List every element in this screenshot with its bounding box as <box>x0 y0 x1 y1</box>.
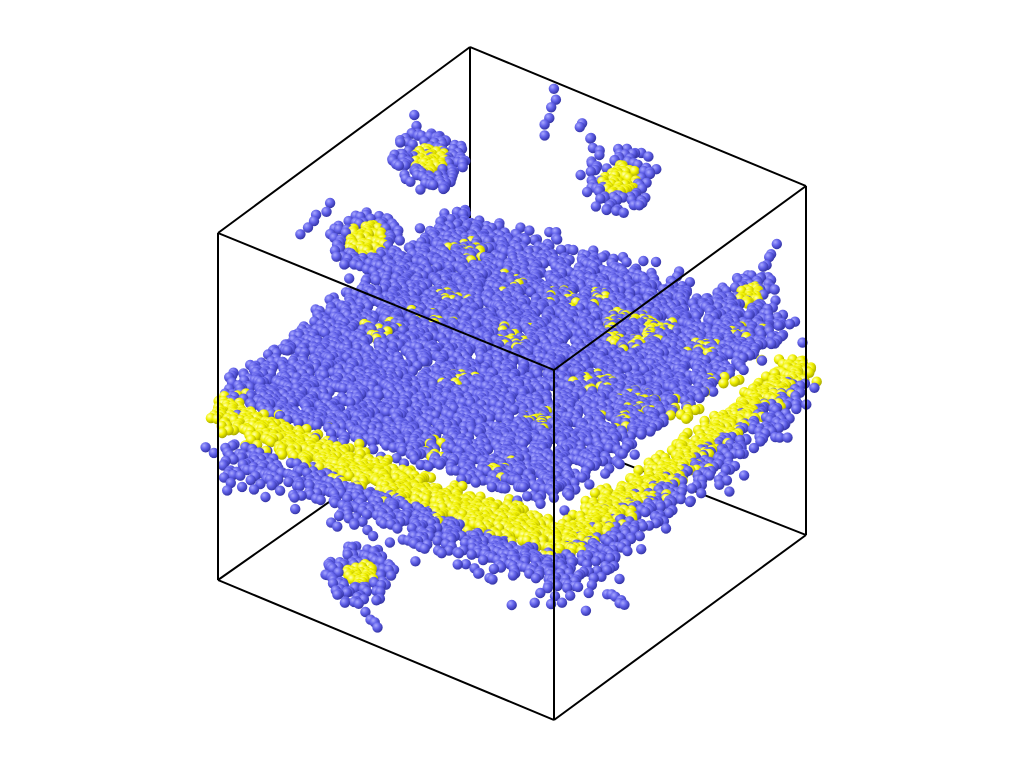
particle-type-a <box>594 149 605 161</box>
particle-type-a <box>643 151 654 162</box>
particle-type-a <box>524 225 535 236</box>
particle-type-a <box>621 257 632 268</box>
particle-type-a <box>644 168 656 180</box>
particle-type-a <box>394 235 405 246</box>
particle-type-a <box>766 338 777 350</box>
particle-type-a <box>302 222 314 233</box>
particle-type-a <box>321 206 332 217</box>
particle-type-a <box>634 200 645 211</box>
particle-type-a <box>552 234 563 245</box>
particle-type-a <box>758 261 769 272</box>
particle-type-a <box>809 382 820 393</box>
particle-type-a <box>684 277 696 288</box>
particle-type-a <box>694 392 705 404</box>
particle-type-a <box>769 284 780 295</box>
particle-type-a <box>568 244 579 256</box>
particle-type-a <box>546 102 557 113</box>
particle-type-a <box>585 133 596 144</box>
particle-type-a <box>784 319 795 330</box>
particle-type-a <box>764 251 775 263</box>
particle-type-a <box>371 275 382 286</box>
particle-type-a <box>638 255 649 267</box>
particle-type-b <box>729 376 740 387</box>
particle-type-a <box>650 256 662 268</box>
particle-type-a <box>405 176 416 187</box>
particle-type-a <box>548 83 560 95</box>
particle-type-a <box>428 179 439 191</box>
particle-type-a <box>457 162 468 173</box>
particle-type-a <box>618 207 629 218</box>
particle-type-b <box>718 378 729 389</box>
particle-type-a <box>324 197 336 209</box>
particle-type-a <box>771 238 782 250</box>
particle-type-a <box>393 160 405 171</box>
particle-type-a <box>601 204 612 216</box>
particle-cloud <box>200 83 822 633</box>
particle-type-a <box>595 193 606 204</box>
particle-type-a <box>331 251 342 262</box>
particle-type-a <box>539 119 550 130</box>
particle-type-a <box>590 201 602 212</box>
particle-type-a <box>539 130 550 141</box>
particle-type-b <box>629 165 640 177</box>
particle-type-a <box>585 166 596 177</box>
particle-type-a <box>575 169 586 181</box>
particle-type-a <box>409 109 420 121</box>
particle-type-a <box>415 184 426 195</box>
particle-type-a <box>344 273 355 284</box>
particle-type-a <box>756 355 768 366</box>
particle-type-a <box>414 223 426 234</box>
particle-type-a <box>550 94 562 105</box>
particle-type-a <box>738 364 749 376</box>
particle-type-a <box>295 229 306 240</box>
particle-type-a <box>438 183 449 195</box>
particle-type-a <box>282 345 293 356</box>
particle-type-a <box>339 259 350 270</box>
particle-type-a <box>773 320 784 331</box>
particle-type-a <box>574 121 585 133</box>
particle-type-a <box>395 137 406 148</box>
particle-type-a <box>581 186 593 198</box>
